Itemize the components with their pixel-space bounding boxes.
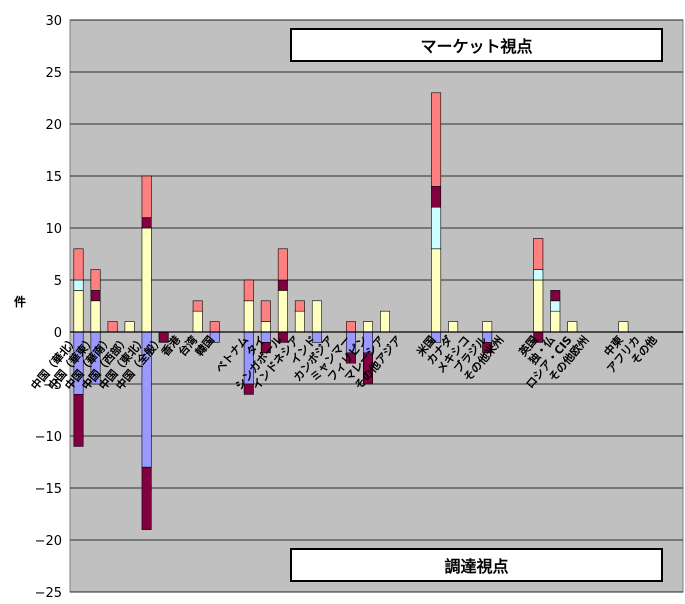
bar-segment-positive xyxy=(550,300,561,312)
bar-segment-negative xyxy=(363,352,373,385)
bar-segment-negative xyxy=(482,342,493,354)
y-tick-label: −10 xyxy=(35,430,62,445)
y-tick-label: −25 xyxy=(35,586,62,600)
y-tick-label: −20 xyxy=(35,534,62,549)
bar-segment-positive xyxy=(141,227,152,333)
bar-segment-positive xyxy=(90,269,101,291)
bar-segment-positive xyxy=(260,300,271,322)
bar-segment-negative xyxy=(141,466,152,530)
bar-segment-positive xyxy=(192,300,203,312)
bar-segment-positive xyxy=(431,186,442,208)
bar-segment-positive xyxy=(73,279,84,291)
bar-segment-positive xyxy=(294,300,305,312)
bar-segment-negative xyxy=(243,383,254,395)
bar-segment-positive xyxy=(345,321,356,333)
bar-segment-positive xyxy=(90,300,101,333)
bar-segment-positive xyxy=(107,321,118,333)
y-tick-label: 0 xyxy=(54,326,62,341)
y-axis-label: 件 xyxy=(14,294,26,309)
y-tick-label: −5 xyxy=(43,378,62,393)
bar-segment-positive xyxy=(550,310,561,333)
bar-segment-positive xyxy=(431,92,442,187)
bar-segment-positive xyxy=(533,279,544,333)
y-tick-label: 10 xyxy=(45,222,62,237)
bar-segment-positive xyxy=(482,321,493,333)
bar-segment-positive xyxy=(90,290,101,302)
procurement-view-label: 調達視点 xyxy=(290,548,663,582)
bar-segment-positive xyxy=(243,300,254,333)
y-tick-label: 25 xyxy=(45,66,62,81)
bar-segment-positive xyxy=(550,290,561,302)
bar-segment-positive xyxy=(533,269,544,281)
bar-segment-positive xyxy=(141,175,152,218)
plot-area xyxy=(69,19,684,593)
bar-segment-positive xyxy=(431,248,442,333)
bar-segment-negative xyxy=(345,352,356,364)
bar-segment-positive xyxy=(567,321,578,333)
bar-segment-positive xyxy=(141,217,152,229)
bar-segment-positive xyxy=(260,321,271,333)
bar-segment-positive xyxy=(380,310,390,333)
y-tick-label: 20 xyxy=(45,118,62,133)
bar-segment-positive xyxy=(192,310,203,333)
bar-segment-positive xyxy=(294,310,305,333)
bar-segment-positive xyxy=(431,206,442,250)
bar-segment-positive xyxy=(448,321,459,333)
bar-segment-positive xyxy=(311,300,322,333)
bar-segment-negative xyxy=(73,394,84,447)
y-tick-label: 5 xyxy=(54,274,62,289)
y-tick-label: −15 xyxy=(35,482,62,497)
bar-segment-positive xyxy=(277,279,288,291)
bar-segment-positive xyxy=(363,321,373,333)
market-view-label: マーケット視点 xyxy=(290,28,663,62)
bar-segment-positive xyxy=(618,321,629,333)
bar-segment-positive xyxy=(277,290,288,333)
bar-segment-positive xyxy=(533,238,544,270)
bar-segment-positive xyxy=(243,279,254,302)
y-tick-label: 15 xyxy=(45,170,62,185)
bar-segment-positive xyxy=(124,321,135,333)
bar-segment-positive xyxy=(277,248,288,281)
bar-segment-positive xyxy=(209,321,220,333)
bar-segment-positive xyxy=(73,290,84,333)
y-tick-label: 30 xyxy=(45,14,62,29)
bar-segment-negative xyxy=(260,342,271,354)
bar-segment-positive xyxy=(73,248,84,281)
